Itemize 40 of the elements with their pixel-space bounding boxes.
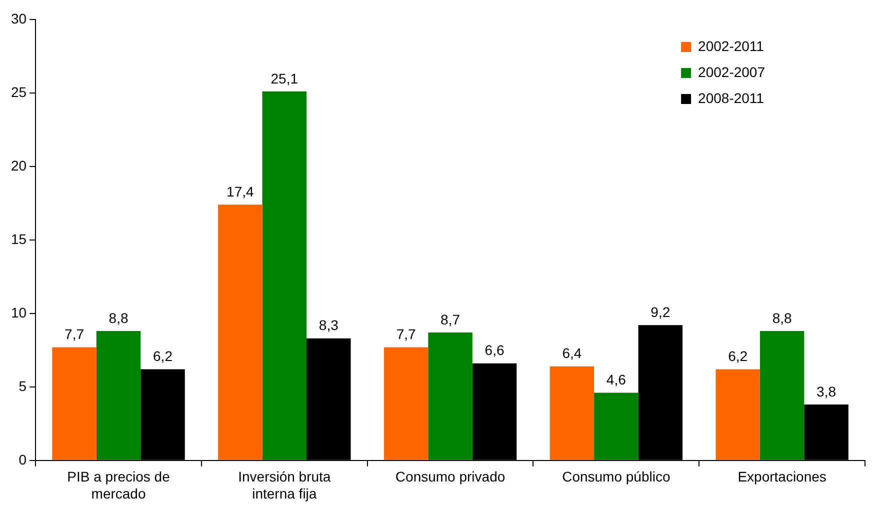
- x-tick-label: Consumo privado: [395, 468, 506, 485]
- data-label: 8,7: [440, 311, 460, 328]
- y-tick-label: 10: [10, 304, 27, 320]
- bar: [594, 392, 638, 460]
- data-label: 4,6: [606, 372, 626, 388]
- data-label: 8,3: [318, 317, 339, 334]
- legend-label: 2008-2011: [698, 90, 764, 106]
- data-label: 7,7: [64, 326, 84, 342]
- bar: [96, 331, 141, 460]
- data-label: 3,8: [816, 383, 836, 400]
- bar: [262, 91, 307, 460]
- data-label: 17,4: [226, 183, 254, 200]
- y-tick-label: 30: [10, 10, 27, 26]
- data-label: 8,8: [108, 310, 128, 326]
- data-label: 7,7: [396, 326, 416, 342]
- y-tick-label: 25: [10, 84, 27, 100]
- bar: [52, 347, 96, 460]
- bar: [218, 204, 262, 460]
- data-label: 6,2: [728, 348, 748, 364]
- y-tick-label: 0: [18, 451, 27, 468]
- x-tick-label: Inversión bruta interna fija: [238, 468, 331, 502]
- legend-label: 2002-2007: [698, 64, 766, 80]
- bar: [384, 347, 428, 460]
- y-tick-label: 5: [18, 378, 27, 394]
- data-label: 25,1: [270, 70, 298, 86]
- data-label: 6,6: [484, 342, 504, 358]
- x-tick-label: Consumo público: [562, 468, 670, 485]
- y-tick-label: 15: [10, 230, 27, 247]
- x-tick-label: PIB a precios de mercado: [67, 468, 170, 502]
- x-tick-label: Exportaciones: [738, 468, 826, 485]
- legend-label: 2002-2011: [698, 38, 764, 54]
- data-label: 6,4: [562, 345, 582, 362]
- bar: [550, 366, 594, 460]
- data-label: 6,2: [153, 348, 173, 364]
- data-label: 9,2: [650, 304, 670, 320]
- bar: [428, 332, 472, 460]
- data-label: 8,8: [772, 310, 792, 326]
- bar: [760, 331, 804, 460]
- bar: [716, 369, 760, 460]
- y-tick-label: 20: [10, 157, 27, 174]
